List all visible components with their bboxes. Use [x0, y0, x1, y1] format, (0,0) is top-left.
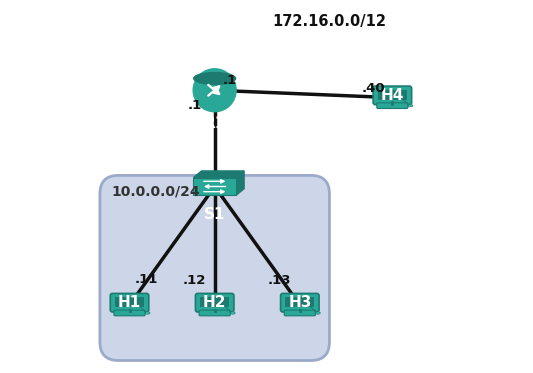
Text: R1: R1 [204, 116, 226, 131]
Text: H4: H4 [381, 88, 404, 103]
FancyBboxPatch shape [378, 90, 407, 100]
Ellipse shape [316, 312, 320, 314]
Text: .13: .13 [268, 275, 291, 288]
Text: 172.16.0.0/12: 172.16.0.0/12 [272, 14, 386, 29]
Text: .40: .40 [362, 82, 386, 95]
FancyBboxPatch shape [377, 103, 408, 109]
FancyBboxPatch shape [193, 178, 236, 195]
FancyBboxPatch shape [114, 310, 145, 316]
FancyBboxPatch shape [110, 294, 149, 312]
FancyBboxPatch shape [196, 294, 234, 312]
FancyBboxPatch shape [200, 297, 229, 307]
FancyBboxPatch shape [373, 86, 411, 105]
Text: 10.0.0.0/24: 10.0.0.0/24 [111, 185, 200, 199]
Ellipse shape [145, 312, 150, 314]
Polygon shape [193, 171, 244, 178]
FancyBboxPatch shape [285, 297, 314, 307]
FancyBboxPatch shape [199, 310, 230, 316]
Circle shape [193, 69, 236, 112]
Polygon shape [236, 171, 244, 195]
Text: .1: .1 [222, 75, 237, 88]
Ellipse shape [193, 72, 236, 84]
Text: .1: .1 [187, 98, 201, 112]
FancyBboxPatch shape [115, 297, 144, 307]
Text: S1: S1 [204, 207, 225, 222]
FancyBboxPatch shape [284, 310, 316, 316]
Text: .11: .11 [134, 273, 158, 286]
Text: .12: .12 [183, 275, 206, 288]
Text: H2: H2 [203, 295, 227, 310]
Ellipse shape [230, 312, 235, 314]
Ellipse shape [408, 104, 413, 107]
FancyBboxPatch shape [280, 294, 319, 312]
Text: H1: H1 [118, 295, 141, 310]
Text: H3: H3 [288, 295, 311, 310]
FancyBboxPatch shape [100, 175, 329, 360]
